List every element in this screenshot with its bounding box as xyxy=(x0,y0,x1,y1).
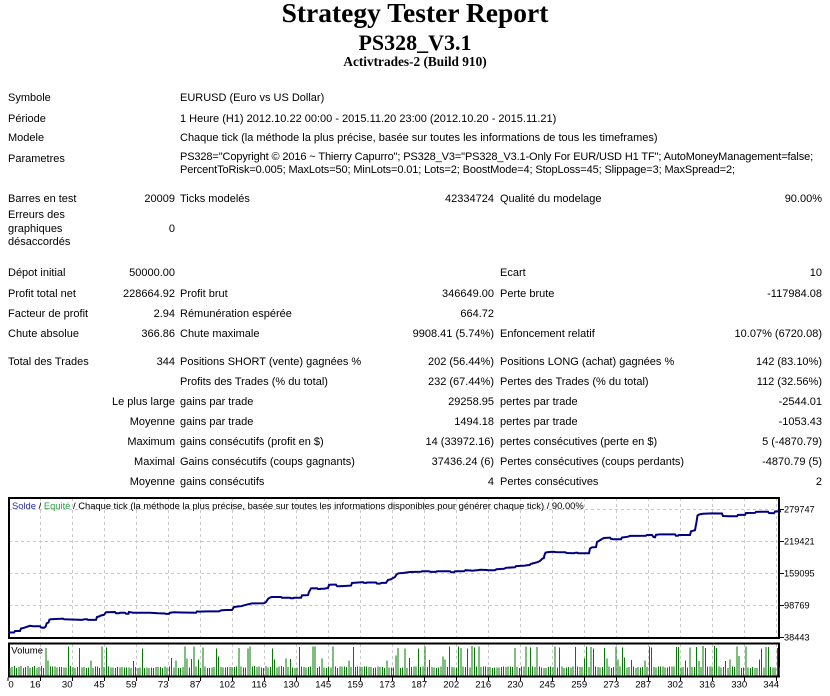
svg-text:16: 16 xyxy=(30,680,41,691)
svg-text:159095: 159095 xyxy=(784,569,815,579)
svg-text:187: 187 xyxy=(411,680,427,691)
svg-text:316: 316 xyxy=(699,680,715,691)
svg-text:159: 159 xyxy=(347,680,363,691)
svg-text:87: 87 xyxy=(190,680,201,691)
svg-text:219421: 219421 xyxy=(784,537,815,547)
svg-text:245: 245 xyxy=(539,680,555,691)
svg-text:230: 230 xyxy=(507,680,523,691)
svg-text:287: 287 xyxy=(635,680,651,691)
svg-text:202: 202 xyxy=(443,680,459,691)
svg-text:98769: 98769 xyxy=(784,601,810,611)
svg-text:145: 145 xyxy=(315,680,331,691)
svg-text:216: 216 xyxy=(475,680,491,691)
svg-text:38443: 38443 xyxy=(784,633,810,643)
svg-text:30: 30 xyxy=(62,680,73,691)
svg-text:302: 302 xyxy=(667,680,683,691)
svg-text:Volume: Volume xyxy=(11,646,43,657)
svg-text:259: 259 xyxy=(571,680,587,691)
svg-text:45: 45 xyxy=(94,680,105,691)
svg-text:279747: 279747 xyxy=(784,505,815,515)
svg-text:344: 344 xyxy=(763,680,780,691)
svg-text:102: 102 xyxy=(219,680,235,691)
svg-text:173: 173 xyxy=(379,680,395,691)
svg-text:330: 330 xyxy=(731,680,747,691)
svg-text:73: 73 xyxy=(158,680,169,691)
svg-text:273: 273 xyxy=(603,680,619,691)
svg-text:Solde / Equité / Chaque tick (: Solde / Equité / Chaque tick (la méthode… xyxy=(12,500,584,511)
svg-text:116: 116 xyxy=(252,680,267,691)
svg-text:59: 59 xyxy=(126,680,137,691)
svg-text:130: 130 xyxy=(283,680,299,691)
svg-text:0: 0 xyxy=(8,680,13,691)
